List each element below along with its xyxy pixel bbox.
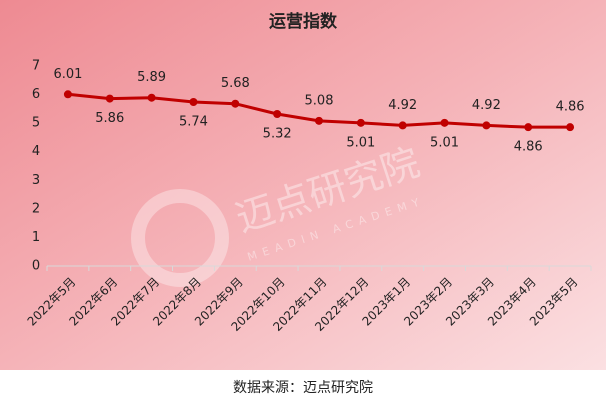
data-label: 4.92 (472, 98, 501, 113)
data-label: 5.01 (430, 135, 459, 150)
marker (524, 123, 533, 132)
data-label: 4.86 (556, 100, 585, 115)
source-note: 数据来源：迈点研究院 (233, 380, 373, 396)
marker (63, 90, 72, 99)
marker (482, 121, 491, 130)
y-tick-label: 3 (32, 173, 40, 188)
chart-background (0, 0, 606, 370)
marker (147, 93, 156, 102)
data-label: 4.92 (388, 98, 417, 113)
data-label: 5.89 (137, 70, 166, 85)
marker (398, 121, 407, 130)
marker (105, 94, 114, 103)
marker (356, 118, 365, 127)
y-tick-label: 7 (32, 59, 40, 74)
chart-title: 运营指数 (269, 11, 338, 32)
marker (189, 98, 198, 106)
y-tick-label: 1 (32, 230, 40, 245)
y-tick-label: 6 (32, 87, 40, 102)
data-label: 5.32 (263, 127, 292, 142)
data-label: 5.74 (179, 115, 208, 130)
data-label: 6.01 (53, 67, 82, 82)
y-tick-label: 2 (32, 201, 40, 216)
marker (315, 116, 323, 125)
watermark-logo (131, 189, 229, 287)
data-label: 5.68 (221, 76, 250, 91)
y-tick-label: 0 (32, 259, 40, 274)
marker (566, 123, 575, 132)
data-label: 5.01 (346, 135, 375, 150)
marker (273, 110, 282, 118)
data-label: 5.86 (95, 111, 124, 126)
data-label: 4.86 (514, 140, 543, 155)
marker (440, 118, 449, 127)
y-tick-label: 5 (32, 116, 40, 131)
marker (231, 99, 240, 108)
data-label: 5.08 (305, 93, 334, 108)
y-tick-label: 4 (32, 144, 40, 159)
